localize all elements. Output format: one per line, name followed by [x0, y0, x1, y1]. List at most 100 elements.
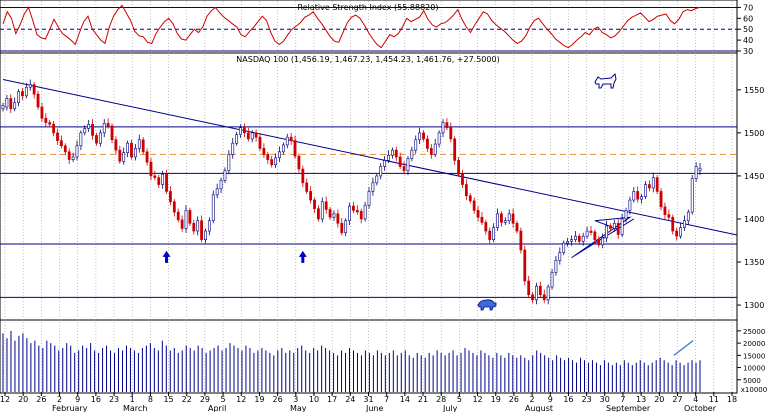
candle — [515, 222, 519, 232]
month-label: March — [123, 404, 147, 412]
rsi-line — [2, 4, 701, 49]
candle — [274, 157, 277, 166]
x-tick-label: 22 — [182, 395, 192, 404]
candle — [359, 210, 363, 220]
candle — [313, 199, 316, 209]
rsi-tick-label: 60 — [743, 14, 753, 23]
candle — [305, 182, 309, 192]
candle — [266, 154, 270, 160]
candle — [17, 91, 20, 104]
x-tick-label: 17 — [327, 395, 337, 404]
x-tick-label: 30 — [600, 395, 610, 404]
candle — [406, 158, 410, 172]
candle — [340, 222, 344, 234]
candle — [484, 222, 488, 232]
candle — [95, 135, 98, 144]
bull-shape — [594, 72, 617, 89]
x-tick-label: 5 — [221, 395, 226, 404]
candle — [133, 148, 137, 158]
x-tick-label: 11 — [709, 395, 719, 404]
candle — [317, 208, 320, 220]
x-tick-label: 10 — [309, 395, 319, 404]
candle — [367, 191, 371, 206]
candle — [671, 216, 675, 232]
candle — [507, 213, 511, 222]
candle — [348, 205, 351, 222]
price-panel-frame — [0, 52, 738, 321]
candle — [593, 231, 597, 240]
candle — [1, 105, 5, 110]
candle — [449, 127, 453, 140]
x-tick-label: 24 — [345, 395, 355, 404]
candle — [36, 93, 40, 108]
x-tick-label: 19 — [254, 395, 264, 404]
rsi-tick-label: 30 — [743, 47, 753, 56]
candle — [157, 177, 161, 185]
candle — [445, 122, 449, 129]
candle — [394, 149, 398, 158]
candle — [24, 86, 28, 97]
candle — [663, 206, 667, 215]
x-tick-label: 23 — [109, 395, 119, 404]
candle — [223, 170, 227, 181]
volume-trend-line — [673, 340, 694, 356]
candle — [414, 139, 418, 151]
candle — [476, 210, 480, 218]
candle — [161, 173, 165, 185]
candle — [258, 136, 262, 149]
up-arrow-icon — [162, 250, 171, 263]
rsi-tick-label: 70 — [743, 3, 753, 12]
candle — [211, 194, 215, 222]
candle — [612, 222, 616, 229]
candle — [172, 201, 176, 213]
candle — [180, 219, 184, 229]
candle — [402, 166, 406, 172]
candle — [624, 210, 628, 220]
candle — [538, 285, 542, 296]
candle — [184, 210, 188, 229]
candle — [91, 123, 94, 136]
rsi-panel-frame — [0, 0, 738, 54]
candle — [126, 142, 130, 153]
x-tick-label: 4 — [693, 395, 698, 404]
candle — [379, 166, 383, 177]
rsi-title: Relative Strength Index (55.88820) — [298, 3, 439, 12]
triangle-pattern-line — [575, 218, 635, 256]
bear-shape — [477, 299, 497, 311]
candle — [535, 285, 538, 301]
x-tick-label: 12 — [0, 395, 10, 404]
candle — [636, 191, 640, 200]
candle — [585, 230, 589, 237]
candle — [278, 151, 281, 159]
x-tick-label: 7 — [620, 395, 625, 404]
candle — [503, 220, 507, 223]
candle — [63, 145, 67, 153]
candle — [554, 260, 558, 273]
candle — [531, 294, 534, 301]
candle — [410, 149, 414, 160]
month-label: September — [606, 404, 651, 412]
candle — [698, 167, 702, 172]
candle — [67, 151, 71, 160]
candle — [243, 127, 246, 134]
candle — [196, 220, 200, 232]
candle — [675, 230, 679, 237]
candle — [390, 149, 394, 156]
candle — [609, 225, 612, 229]
candle — [336, 213, 340, 224]
candle — [398, 156, 402, 167]
candle — [320, 201, 324, 220]
candle — [647, 184, 651, 189]
candle — [511, 213, 515, 224]
candle — [204, 230, 207, 240]
price-panel: 1300 1350 1400 1450 1500 1550 — [0, 72, 764, 311]
x-tick-label: 16 — [91, 395, 101, 404]
x-tick-label: 26 — [509, 395, 519, 404]
x-tick-label: 12 — [236, 395, 246, 404]
volume-panel: 25000 20000 15000 10000 5000 — [2, 328, 765, 392]
candle — [577, 235, 581, 242]
candle — [44, 117, 48, 123]
candle — [239, 127, 242, 135]
candle — [355, 210, 359, 213]
